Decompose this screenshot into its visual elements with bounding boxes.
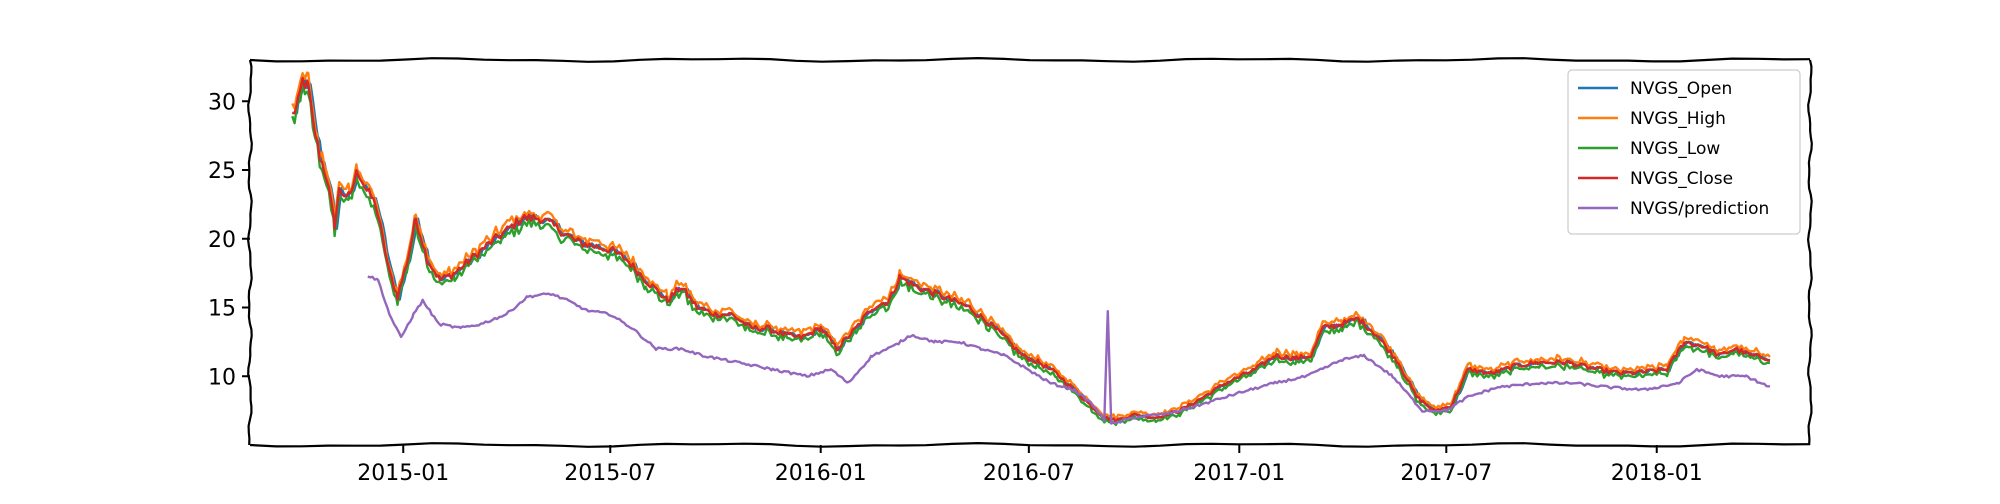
x-tick-label: 2015-07 xyxy=(564,461,656,486)
series-line-nvgs-close xyxy=(292,76,1771,423)
y-tick-label: 15 xyxy=(208,297,236,322)
series-layer xyxy=(291,71,1771,427)
y-tick-label: 10 xyxy=(208,365,236,390)
legend-label: NVGS_High xyxy=(1630,109,1726,129)
legend-label: NVGS/prediction xyxy=(1630,199,1769,219)
legend: NVGS_Open NVGS_High NVGS_Low NVGS_Close NVGS… xyxy=(1567,69,1801,235)
frame-left xyxy=(246,59,253,446)
legend-label: NVGS_Close xyxy=(1630,169,1733,189)
x-tick-label: 2016-07 xyxy=(983,461,1075,486)
y-tick-label: 30 xyxy=(208,90,236,115)
x-tick-label: 2018-01 xyxy=(1611,461,1703,486)
frame-bottom xyxy=(249,441,1811,448)
y-tick-label: 25 xyxy=(208,159,236,184)
legend-label: NVGS_Open xyxy=(1630,79,1732,99)
frame-top xyxy=(249,56,1811,63)
x-tick-label: 2015-01 xyxy=(357,461,449,486)
series-line-nvgs-open xyxy=(292,76,1771,423)
legend-label: NVGS_Low xyxy=(1630,139,1720,159)
legend-box xyxy=(1567,69,1801,235)
frame-right xyxy=(1806,59,1813,446)
series-line-nvgs-prediction xyxy=(367,275,1771,425)
x-tick-label: 2016-01 xyxy=(775,461,867,486)
series-line-nvgs-low xyxy=(291,80,1771,427)
x-tick-label: 2017-07 xyxy=(1400,461,1492,486)
y-axis: 10 15 20 25 30 xyxy=(208,90,250,390)
y-tick-label: 20 xyxy=(208,228,236,253)
x-axis: 2015-01 2015-07 2016-01 2016-07 2017-01 2017-… xyxy=(357,445,1703,486)
axes-frame xyxy=(246,56,1813,448)
x-tick-label: 2017-01 xyxy=(1193,461,1285,486)
